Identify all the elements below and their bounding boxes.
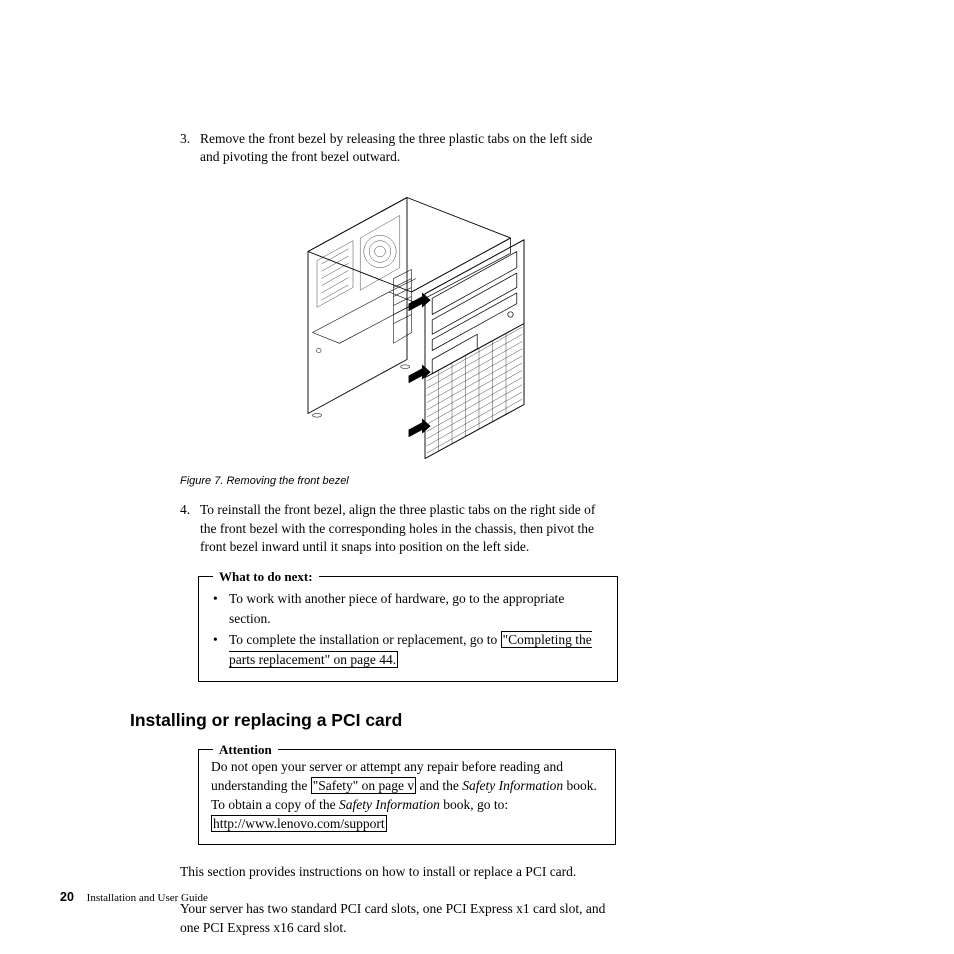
bullet-icon: • xyxy=(211,630,229,669)
step-3-number: 3. xyxy=(180,130,200,166)
page-footer: 20 Installation and User Guide xyxy=(60,890,208,904)
intro-paragraph-1: This section provides instructions on ho… xyxy=(180,863,615,882)
footer-doc-title: Installation and User Guide xyxy=(87,892,208,904)
next-bullet-2: • To complete the installation or replac… xyxy=(211,630,605,669)
what-to-do-next-box: What to do next: • To work with another … xyxy=(198,576,618,682)
intro-paragraph-2: Your server has two standard PCI card sl… xyxy=(180,900,615,938)
step-4: 4. To reinstall the front bezel, align t… xyxy=(180,501,814,556)
attention-italic-2: Safety Information xyxy=(339,797,440,812)
attention-text-4: book, go to: xyxy=(440,797,508,812)
step-3: 3. Remove the front bezel by releasing t… xyxy=(180,130,814,166)
next-bullet-1: • To work with another piece of hardware… xyxy=(211,589,605,628)
bullet-icon: • xyxy=(211,589,229,628)
next-bullet-2-pre: To complete the installation or replacem… xyxy=(229,632,501,647)
attention-italic-1: Safety Information xyxy=(462,778,563,793)
attention-title: Attention xyxy=(213,741,278,759)
attention-body: Do not open your server or attempt any r… xyxy=(211,758,603,834)
attention-box: Attention Do not open your server or att… xyxy=(198,749,616,845)
section-heading-pci: Installing or replacing a PCI card xyxy=(130,710,814,731)
figure-7-caption: Figure 7. Removing the front bezel xyxy=(180,475,814,487)
step-4-number: 4. xyxy=(180,501,200,556)
next-bullet-2-text: To complete the installation or replacem… xyxy=(229,630,605,669)
next-bullet-1-text: To work with another piece of hardware, … xyxy=(229,589,605,628)
support-url-link[interactable]: http://www.lenovo.com/support xyxy=(211,815,387,832)
figure-7-illustration xyxy=(290,186,560,461)
attention-text-2: and the xyxy=(416,778,462,793)
page-number: 20 xyxy=(60,890,74,904)
step-3-text: Remove the front bezel by releasing the … xyxy=(200,130,615,166)
step-4-text: To reinstall the front bezel, align the … xyxy=(200,501,615,556)
next-box-title: What to do next: xyxy=(213,568,319,587)
safety-link[interactable]: "Safety" on page v xyxy=(311,777,416,794)
computer-tower-diagram-icon xyxy=(290,186,560,461)
